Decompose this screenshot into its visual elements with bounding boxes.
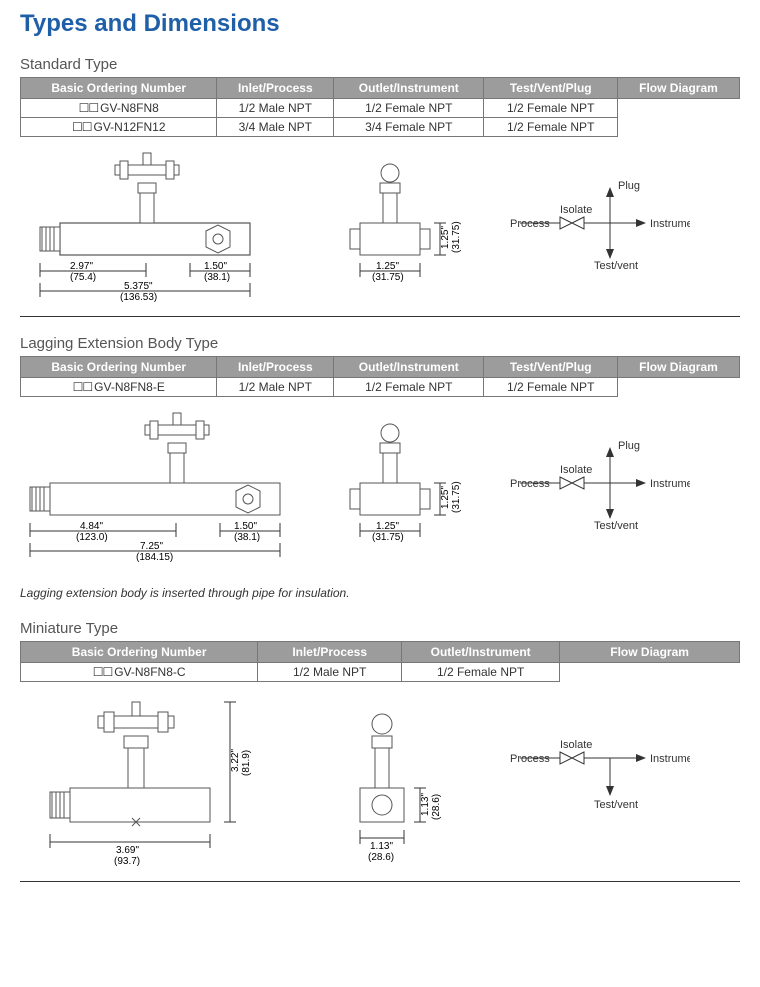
svg-text:Instrument: Instrument bbox=[650, 218, 690, 230]
part-number: GV-N8FN8-C bbox=[93, 665, 186, 679]
col-flow: Flow Diagram bbox=[617, 357, 739, 378]
svg-text:1.25": 1.25" bbox=[376, 521, 399, 532]
svg-text:(31.75): (31.75) bbox=[451, 221, 462, 253]
svg-text:Test/vent: Test/vent bbox=[594, 799, 638, 811]
svg-text:(28.6): (28.6) bbox=[431, 794, 442, 820]
table-row: GV-N8FN8 1/2 Male NPT 1/2 Female NPT 1/2… bbox=[21, 99, 740, 118]
section-title-miniature: Miniature Type bbox=[20, 620, 740, 637]
svg-text:(123.0): (123.0) bbox=[76, 532, 108, 543]
col-flow: Flow Diagram bbox=[617, 78, 739, 99]
section-title-lagging: Lagging Extension Body Type bbox=[20, 335, 740, 352]
svg-text:(31.75): (31.75) bbox=[372, 272, 404, 283]
diagram-row-lagging: 4.84" (123.0) 1.50" (38.1) 7.25" (184.15… bbox=[20, 397, 740, 576]
svg-text:(136.53): (136.53) bbox=[120, 292, 157, 303]
col-basic: Basic Ordering Number bbox=[21, 78, 217, 99]
svg-text:Test/vent: Test/vent bbox=[594, 520, 638, 532]
svg-text:Isolate: Isolate bbox=[560, 739, 592, 751]
table-row: GV-N8FN8-E 1/2 Male NPT 1/2 Female NPT 1… bbox=[21, 378, 740, 397]
svg-text:(28.6): (28.6) bbox=[368, 852, 394, 863]
svg-text:1.25": 1.25" bbox=[440, 486, 451, 509]
svg-text:Plug: Plug bbox=[618, 180, 640, 192]
side-view-drawing: 3.69" (93.7) 3.22" (81.9) bbox=[20, 688, 300, 868]
diagram-row-standard: 2.97" (75.4) 1.50" (38.1) 5.375" (136.53… bbox=[20, 137, 740, 317]
col-outlet: Outlet/Instrument bbox=[402, 642, 560, 663]
col-inlet: Inlet/Process bbox=[258, 642, 402, 663]
part-number: GV-N12FN12 bbox=[72, 120, 166, 134]
cell-outlet: 1/2 Female NPT bbox=[334, 378, 484, 397]
svg-text:(31.75): (31.75) bbox=[372, 532, 404, 543]
svg-text:1.13": 1.13" bbox=[420, 793, 431, 816]
svg-text:2.97": 2.97" bbox=[70, 261, 93, 272]
spec-table-standard: Basic Ordering Number Inlet/Process Outl… bbox=[20, 77, 740, 137]
part-number: GV-N8FN8 bbox=[79, 101, 159, 115]
col-inlet: Inlet/Process bbox=[217, 78, 334, 99]
end-view-drawing: 1.25" (31.75) 1.25" (31.75) bbox=[320, 403, 480, 563]
spec-table-miniature: Basic Ordering Number Inlet/Process Outl… bbox=[20, 641, 740, 682]
cell-test: 1/2 Female NPT bbox=[484, 118, 618, 137]
side-view-drawing: 4.84" (123.0) 1.50" (38.1) 7.25" (184.15… bbox=[20, 403, 320, 563]
svg-text:Process: Process bbox=[510, 478, 550, 490]
svg-text:Instrument: Instrument bbox=[650, 478, 690, 490]
diagram-row-miniature: 3.69" (93.7) 3.22" (81.9) 1.13" (28.6) bbox=[20, 682, 740, 882]
svg-text:3.69": 3.69" bbox=[116, 845, 139, 856]
col-test: Test/Vent/Plug bbox=[484, 357, 618, 378]
col-outlet: Outlet/Instrument bbox=[334, 357, 484, 378]
svg-text:Plug: Plug bbox=[618, 440, 640, 452]
cell-inlet: 1/2 Male NPT bbox=[217, 378, 334, 397]
svg-text:(75.4): (75.4) bbox=[70, 272, 96, 283]
col-flow: Flow Diagram bbox=[560, 642, 740, 663]
cell-outlet: 3/4 Female NPT bbox=[334, 118, 484, 137]
end-view-drawing: 1.25" (31.75) 1.25" (31.75) bbox=[320, 143, 480, 303]
table-row: GV-N8FN8-C 1/2 Male NPT 1/2 Female NPT bbox=[21, 663, 740, 682]
col-inlet: Inlet/Process bbox=[217, 357, 334, 378]
svg-text:7.25": 7.25" bbox=[140, 541, 163, 552]
svg-text:1.25": 1.25" bbox=[376, 261, 399, 272]
cell-outlet: 1/2 Female NPT bbox=[402, 663, 560, 682]
col-test: Test/Vent/Plug bbox=[484, 78, 618, 99]
flow-diagram-lagging: Process Isolate Plug Test/vent Instrumen… bbox=[510, 433, 690, 533]
svg-text:Test/vent: Test/vent bbox=[594, 260, 638, 272]
svg-text:(38.1): (38.1) bbox=[234, 532, 260, 543]
svg-text:(31.75): (31.75) bbox=[451, 481, 462, 513]
svg-text:3.22": 3.22" bbox=[230, 749, 241, 772]
svg-text:(38.1): (38.1) bbox=[204, 272, 230, 283]
section-title-standard: Standard Type bbox=[20, 56, 740, 73]
svg-text:(81.9): (81.9) bbox=[241, 750, 252, 776]
col-basic: Basic Ordering Number bbox=[21, 357, 217, 378]
end-view-drawing: 1.13" (28.6) 1.13" (28.6) bbox=[320, 688, 470, 868]
svg-text:Isolate: Isolate bbox=[560, 204, 592, 216]
svg-text:(93.7): (93.7) bbox=[114, 856, 140, 867]
side-view-drawing: 2.97" (75.4) 1.50" (38.1) 5.375" (136.53… bbox=[20, 143, 320, 303]
col-basic: Basic Ordering Number bbox=[21, 642, 258, 663]
col-outlet: Outlet/Instrument bbox=[334, 78, 484, 99]
page-title: Types and Dimensions bbox=[20, 10, 740, 38]
cell-inlet: 1/2 Male NPT bbox=[258, 663, 402, 682]
flow-diagram-miniature: Process Isolate Test/vent Instrument bbox=[510, 718, 690, 818]
cell-test: 1/2 Female NPT bbox=[484, 378, 618, 397]
svg-text:1.50": 1.50" bbox=[204, 261, 227, 272]
svg-text:Isolate: Isolate bbox=[560, 464, 592, 476]
svg-text:Instrument: Instrument bbox=[650, 753, 690, 765]
svg-text:1.50": 1.50" bbox=[234, 521, 257, 532]
svg-text:Process: Process bbox=[510, 753, 550, 765]
svg-text:1.13": 1.13" bbox=[370, 841, 393, 852]
svg-text:(184.15): (184.15) bbox=[136, 552, 173, 563]
cell-inlet: 3/4 Male NPT bbox=[217, 118, 334, 137]
svg-text:5.375": 5.375" bbox=[124, 281, 153, 292]
part-number: GV-N8FN8-E bbox=[73, 380, 165, 394]
svg-text:Process: Process bbox=[510, 218, 550, 230]
flow-diagram-standard: Process Isolate Plug Test/vent Instrumen… bbox=[510, 173, 690, 273]
cell-inlet: 1/2 Male NPT bbox=[217, 99, 334, 118]
cell-test: 1/2 Female NPT bbox=[484, 99, 618, 118]
spec-table-lagging: Basic Ordering Number Inlet/Process Outl… bbox=[20, 356, 740, 397]
cell-outlet: 1/2 Female NPT bbox=[334, 99, 484, 118]
lagging-note: Lagging extension body is inserted throu… bbox=[20, 586, 740, 600]
svg-text:1.25": 1.25" bbox=[440, 226, 451, 249]
svg-text:4.84": 4.84" bbox=[80, 521, 103, 532]
